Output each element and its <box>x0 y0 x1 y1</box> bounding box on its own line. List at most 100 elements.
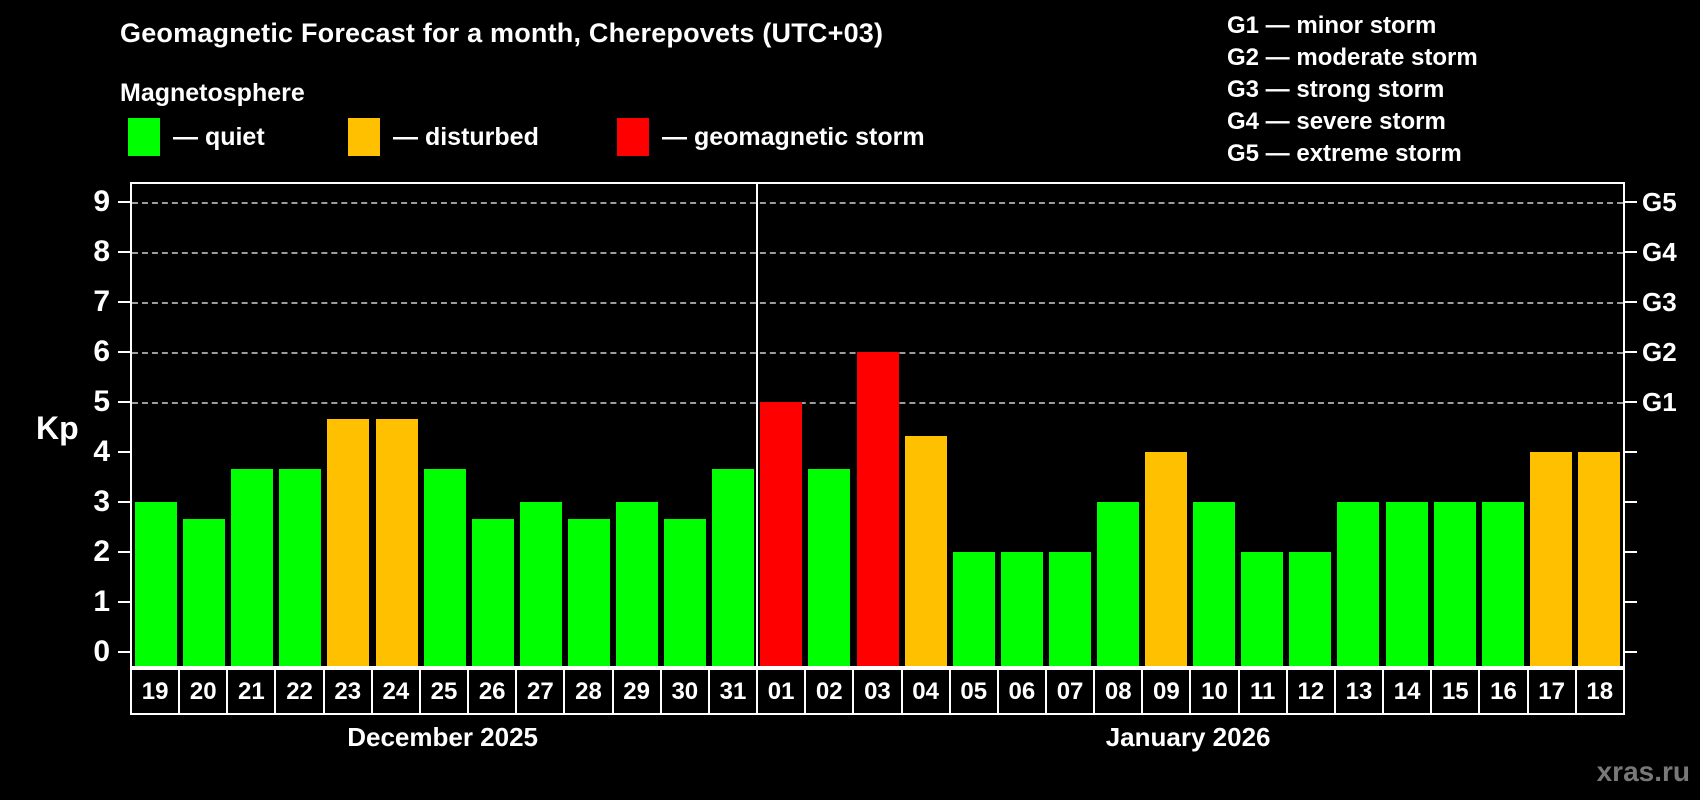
y-axis-tick <box>118 551 130 553</box>
kp-bar-day-05 <box>952 552 995 666</box>
date-cell-15: 15 <box>1430 668 1481 715</box>
date-cell-26: 26 <box>467 668 518 715</box>
y-axis-tick <box>118 201 130 203</box>
g-legend-line: G4 — severe storm <box>1227 108 1446 135</box>
right-axis-tick <box>1625 251 1637 253</box>
right-axis-tick <box>1625 401 1637 403</box>
y-axis-tick <box>118 351 130 353</box>
y-axis-label: Kp <box>36 410 79 446</box>
kp-bar-day-28 <box>567 518 610 666</box>
right-axis-tick <box>1625 301 1637 303</box>
y-tick-label-6: 6 <box>93 335 110 368</box>
g-legend-line: G3 — strong storm <box>1227 76 1445 103</box>
y-tick-label-4: 4 <box>93 435 110 468</box>
kp-bar-day-22 <box>279 468 322 666</box>
date-cell-30: 30 <box>659 668 710 715</box>
date-cell-01: 01 <box>756 668 807 715</box>
date-cell-11: 11 <box>1237 668 1288 715</box>
kp-bar-day-30 <box>664 518 707 666</box>
y-tick-label-5: 5 <box>93 385 110 418</box>
kp-bar-day-18 <box>1577 452 1620 666</box>
x-axis-date-row: 19 20 21 22 23 24 25 26 27 28 29 30 31 01 02 03 04 05 06 07… <box>130 668 1625 715</box>
date-cell-09: 09 <box>1141 668 1192 715</box>
date-cell-31: 31 <box>707 668 759 715</box>
date-cell-16: 16 <box>1478 668 1529 715</box>
watermark: xras.ru <box>1596 756 1690 787</box>
legend-label: — disturbed <box>393 122 539 151</box>
kp-bar-day-20 <box>183 518 226 666</box>
date-cell-21: 21 <box>226 668 277 715</box>
kp-bar-day-02 <box>808 468 851 666</box>
y-axis-tick <box>118 251 130 253</box>
plot-area <box>130 182 1625 668</box>
y-axis-tick <box>118 601 130 603</box>
y-tick-label-8: 8 <box>93 235 110 268</box>
date-cell-24: 24 <box>370 668 421 715</box>
date-cell-05: 05 <box>948 668 999 715</box>
y-axis-tick <box>118 651 130 653</box>
legend-item-disturbed: — disturbed <box>348 116 539 158</box>
y-axis-tick <box>118 501 130 503</box>
date-cell-12: 12 <box>1285 668 1336 715</box>
kp-bar-day-26 <box>471 518 514 666</box>
right-axis-tick <box>1625 601 1637 603</box>
y-tick-label-3: 3 <box>93 485 110 518</box>
month-label-1: January 2026 <box>1105 722 1271 752</box>
kp-bar-day-11 <box>1241 552 1284 666</box>
g-axis-label-G4: G4 <box>1642 237 1677 267</box>
kp-bar-day-27 <box>519 502 562 666</box>
kp-bar-day-16 <box>1481 502 1524 666</box>
g-axis-label-G3: G3 <box>1642 287 1677 317</box>
kp-bar-day-03 <box>856 352 899 666</box>
month-label-0: December 2025 <box>347 722 539 752</box>
kp-bar-day-07 <box>1048 552 1091 666</box>
right-axis-tick <box>1625 451 1637 453</box>
legend-label: — geomagnetic storm <box>662 122 925 151</box>
kp-bar-day-06 <box>1000 552 1043 666</box>
kp-bar-day-13 <box>1337 502 1380 666</box>
kp-bar-day-21 <box>231 468 274 666</box>
g-axis-label-G5: G5 <box>1642 187 1677 217</box>
y-tick-label-2: 2 <box>93 535 110 568</box>
chart-subtitle: Magnetosphere <box>120 79 305 107</box>
right-axis-tick <box>1625 651 1637 653</box>
right-axis-tick <box>1625 351 1637 353</box>
legend-item-storm: — geomagnetic storm <box>617 116 925 158</box>
kp-bar-day-08 <box>1096 502 1139 666</box>
date-cell-29: 29 <box>611 668 662 715</box>
kp-bar-day-15 <box>1433 502 1476 666</box>
kp-bar-day-25 <box>423 468 466 666</box>
y-tick-label-9: 9 <box>93 185 110 218</box>
y-axis-tick <box>118 451 130 453</box>
date-cell-07: 07 <box>1044 668 1096 715</box>
gridline-kp8 <box>132 252 1623 254</box>
kp-bar-day-14 <box>1385 502 1428 666</box>
date-cell-28: 28 <box>563 668 614 715</box>
date-cell-19: 19 <box>130 668 181 715</box>
date-cell-23: 23 <box>322 668 373 715</box>
date-cell-27: 27 <box>515 668 566 715</box>
legend-label: — quiet <box>173 122 265 151</box>
g-axis-label-G1: G1 <box>1642 387 1677 417</box>
g-legend-line: G1 — minor storm <box>1227 12 1437 39</box>
kp-bar-day-04 <box>904 435 947 666</box>
g-legend-line: G5 — extreme storm <box>1227 140 1462 167</box>
date-cell-14: 14 <box>1382 668 1433 715</box>
g-axis-label-G2: G2 <box>1642 337 1677 367</box>
y-axis-tick <box>118 401 130 403</box>
y-tick-label-1: 1 <box>93 585 110 618</box>
legend-swatch-quiet <box>128 118 160 156</box>
kp-bar-day-10 <box>1193 502 1236 666</box>
y-tick-label-0: 0 <box>93 635 110 668</box>
gridline-kp9 <box>132 202 1623 204</box>
legend-item-quiet: — quiet <box>128 116 265 158</box>
legend-swatch-storm <box>617 118 649 156</box>
kp-bar-day-17 <box>1529 452 1572 666</box>
date-cell-20: 20 <box>178 668 229 715</box>
date-cell-03: 03 <box>852 668 903 715</box>
date-cell-25: 25 <box>418 668 470 715</box>
y-tick-label-7: 7 <box>93 285 110 318</box>
kp-bar-day-01 <box>760 402 803 666</box>
date-cell-17: 17 <box>1526 668 1577 715</box>
